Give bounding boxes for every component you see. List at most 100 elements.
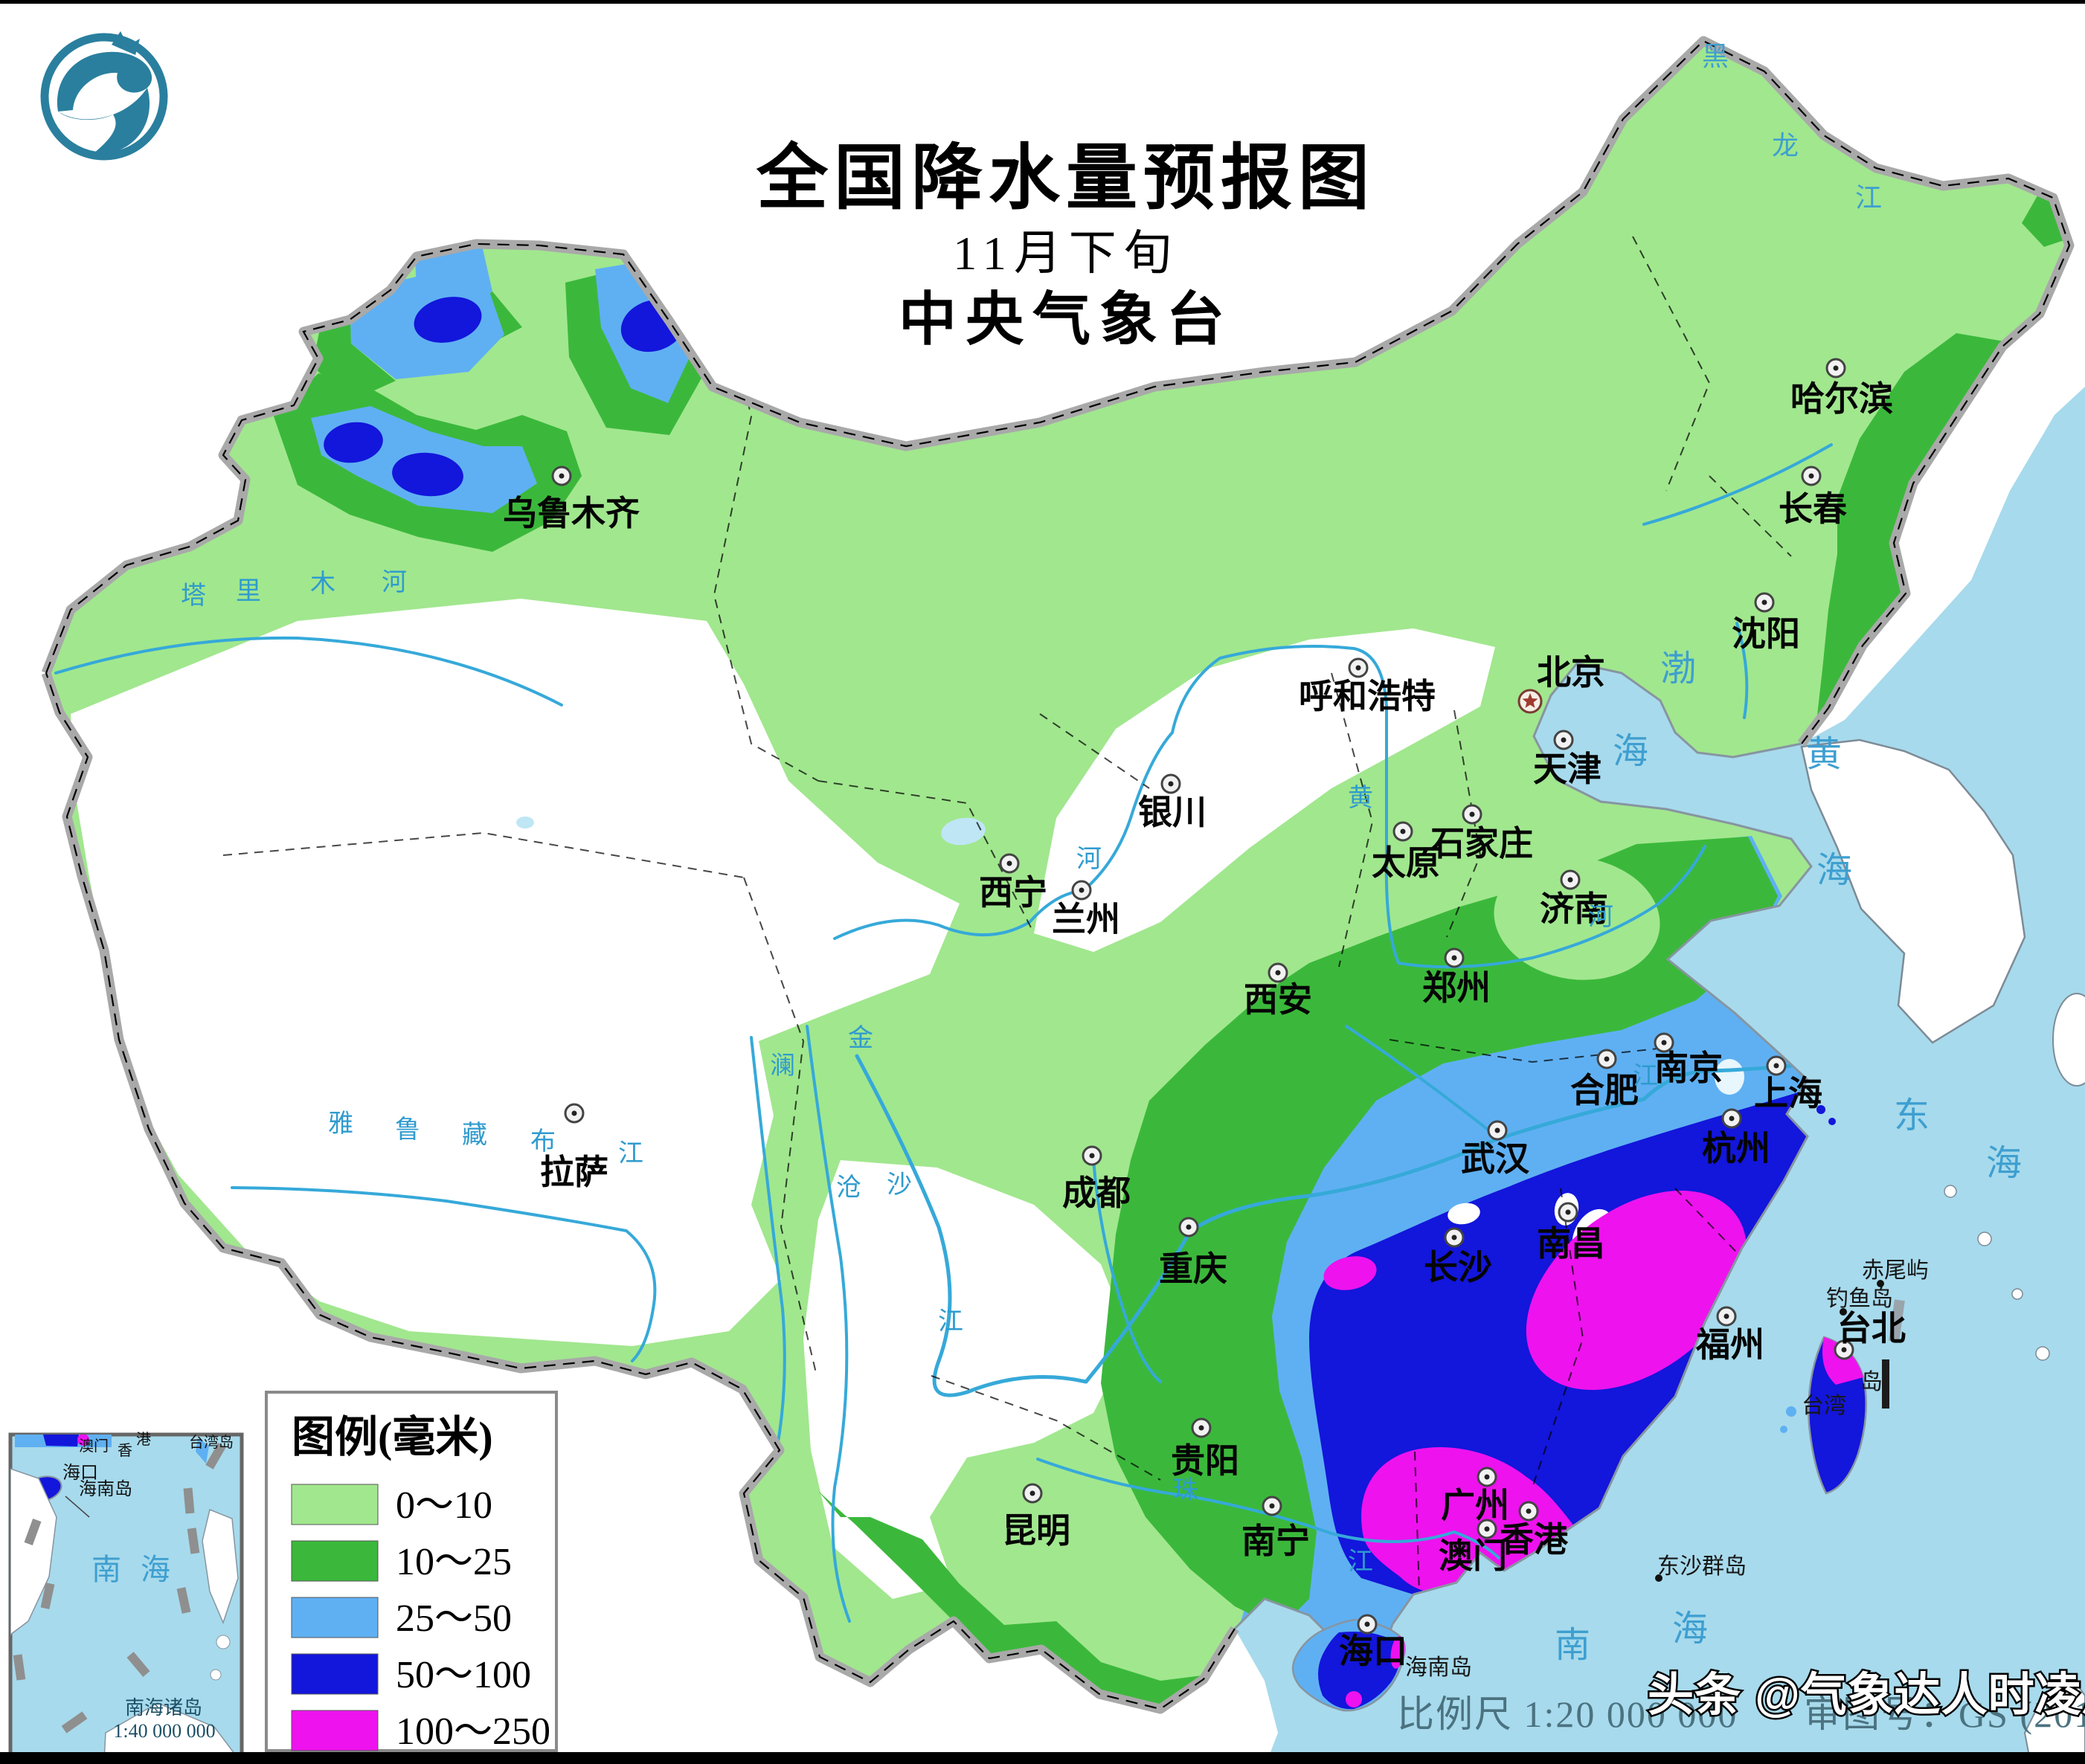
city-marker-dot <box>1567 877 1573 883</box>
geo-label: 黑 <box>1702 42 1729 71</box>
geo-label: 东沙群岛 <box>1657 1554 1747 1579</box>
geo-label: 藏 <box>462 1121 487 1149</box>
japan-island <box>2052 993 2085 1087</box>
hainan-island <box>1291 1618 1406 1712</box>
legend-rows: 0～10 10～25 25～50 50～100 100～250 <box>291 1484 550 1753</box>
nine-dash-line-inset <box>13 1443 226 1734</box>
geo-label: 河 <box>1588 904 1613 931</box>
legend-range-label: 0～10 <box>396 1484 492 1527</box>
city-marker-dot <box>1364 1621 1370 1627</box>
city-label: 武汉 <box>1461 1139 1530 1178</box>
city-label: 上海 <box>1754 1074 1822 1113</box>
legend-swatch <box>291 1653 379 1695</box>
geo-label: 黄 <box>1806 735 1842 774</box>
legend-range-label: 10～25 <box>396 1541 512 1583</box>
geo-label: 江 <box>618 1140 643 1168</box>
legend: 图例(毫米) 0～10 10～25 25～50 50～100 100～250 <box>265 1391 558 1753</box>
inset-geo-label: 香 <box>118 1442 132 1459</box>
city-label: 太原 <box>1372 843 1440 882</box>
city-marker-dot <box>1729 1116 1735 1121</box>
geo-label-layer: 渤海 黄海东海南 海黑龙江塔里木河黄河河江金沙江澜沧雅鲁藏布江珠江钓鱼岛赤尾屿东沙群… <box>181 42 2022 1680</box>
legend-swatch <box>291 1540 379 1582</box>
city-marker-dot <box>1079 887 1085 893</box>
geo-label: 赤尾屿 <box>1862 1258 1929 1283</box>
city-marker-dot <box>1494 1127 1500 1133</box>
rain-100-250-jiangxi <box>1526 1191 1747 1390</box>
map-scale-text: 比例尺 1:20 000 000 <box>1397 1693 1738 1735</box>
geo-label: 布 <box>530 1127 556 1156</box>
city-label: 长春 <box>1779 489 1847 528</box>
geo-label: 珠 <box>1173 1477 1198 1504</box>
city-label: 北京 <box>1537 653 1605 692</box>
city-label: 乌鲁木齐 <box>503 494 640 532</box>
city-label: 合肥 <box>1570 1071 1639 1110</box>
page-title: 全国降水量预报图 <box>756 138 1375 218</box>
korea-landmass <box>1800 738 2026 1044</box>
city-marker-dot <box>1089 1153 1095 1159</box>
city-label: 济南 <box>1540 889 1608 928</box>
city-marker-dot <box>1661 1040 1667 1046</box>
city-marker-dot <box>1400 828 1406 834</box>
city-label: 成都 <box>1062 1174 1131 1212</box>
capital-star-icon <box>1522 693 1538 708</box>
city-label: 贵阳 <box>1171 1441 1239 1480</box>
rain-10-25-northeast <box>1815 333 2008 735</box>
geo-label: 海 <box>1816 851 1852 890</box>
inset-caption: 南海诸岛 <box>125 1697 202 1719</box>
city-marker-dot <box>1723 1313 1729 1319</box>
inset-geo-label: 海南岛 <box>79 1479 132 1499</box>
legend-range-label: 50～100 <box>396 1654 531 1696</box>
dry-zone-sichuan-west <box>803 1160 1131 1599</box>
inset-scale: 1:40 000 000 <box>113 1720 215 1742</box>
city-label: 银川 <box>1138 793 1207 831</box>
city-label: 福州 <box>1695 1325 1764 1364</box>
city-label: 西安 <box>1244 980 1312 1019</box>
geo-label: 金 <box>848 1024 873 1052</box>
city-marker-dot <box>1186 1224 1192 1230</box>
city-marker-dot <box>1006 860 1012 866</box>
geo-label: 海 <box>1672 1609 1708 1649</box>
legend-range-label: 25～50 <box>396 1597 512 1640</box>
island-dot <box>1840 1308 1847 1316</box>
geo-label: 木 <box>310 570 335 598</box>
city-marker-dot <box>1561 737 1567 743</box>
city-marker-dot <box>1833 365 1839 371</box>
geo-label: 渤 <box>1660 649 1696 689</box>
city-label: 香港 <box>1500 1520 1569 1559</box>
geo-label: 钓鱼岛 <box>1826 1287 1893 1311</box>
legend-swatch <box>291 1484 379 1525</box>
top-frame-bar <box>0 0 2085 4</box>
city-label: 长沙 <box>1424 1248 1492 1287</box>
legend-swatch <box>291 1710 379 1751</box>
south-china-sea-inset: 澳门 香港 台湾岛海口海南岛南海 南海诸岛 1:40 000 000 <box>8 1431 244 1763</box>
inset-geo-label: 港 <box>136 1431 151 1448</box>
taiwan-island <box>1780 1105 1867 1495</box>
page-subtitle: 11月下旬 <box>953 227 1179 280</box>
city-marker-dot <box>1469 811 1475 817</box>
inset-geo-label: 澳门 <box>79 1438 109 1455</box>
city-label: 拉萨 <box>540 1153 608 1191</box>
approval-number: 审图号：GS (2019) 3082号 <box>1804 1693 2085 1735</box>
inset-geo-label: 海口 <box>62 1463 98 1483</box>
geo-label: 台湾 <box>1802 1394 1846 1418</box>
city-label: 哈尔滨 <box>1790 379 1893 418</box>
geo-label: 江 <box>1633 1063 1658 1090</box>
city-marker-dot <box>1526 1508 1532 1514</box>
city-marker-dot <box>1275 970 1281 976</box>
geo-label: 塔 <box>181 582 206 610</box>
city-marker-dot <box>571 1110 577 1116</box>
jinan-light-pocket <box>1494 857 1660 980</box>
china-national-border <box>41 36 2075 1714</box>
city-label: 西宁 <box>979 873 1047 912</box>
city-marker-dot <box>1761 599 1767 605</box>
city-marker-dot <box>1773 1063 1779 1069</box>
geo-label: 沧 <box>836 1174 861 1202</box>
geo-label: 龙 <box>1772 131 1799 161</box>
city-label: 南京 <box>1654 1049 1723 1087</box>
city-label: 南宁 <box>1241 1522 1310 1560</box>
rain-10-25-central <box>1101 837 1778 1629</box>
geo-label: 雅 <box>328 1110 353 1138</box>
